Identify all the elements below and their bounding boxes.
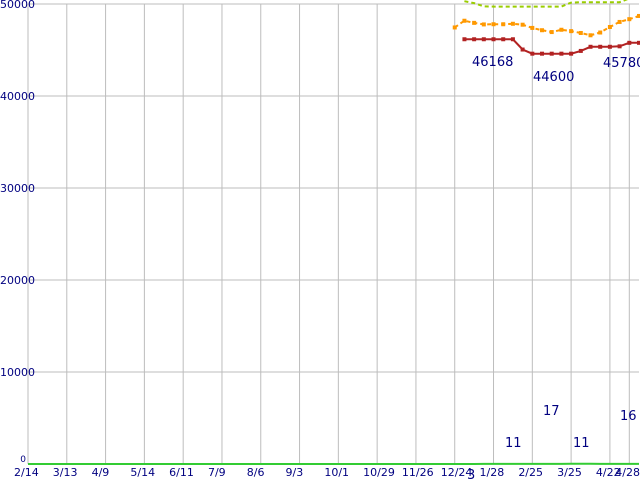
- series-marker: [627, 17, 631, 21]
- series-marker: [492, 22, 496, 26]
- series-marker: [521, 48, 525, 52]
- x-tick-label: 9/3: [286, 466, 304, 479]
- series-dark-red-actual: [462, 37, 640, 55]
- series-marker: [569, 29, 573, 33]
- x-tick-label: 10/29: [363, 466, 395, 479]
- series-marker: [511, 37, 515, 41]
- series-marker: [501, 37, 505, 41]
- series-marker: [462, 19, 466, 23]
- series-marker: [559, 52, 563, 56]
- series-marker: [589, 33, 593, 37]
- y-tick-label: 50000: [0, 0, 26, 11]
- series-marker: [472, 37, 476, 41]
- series-marker: [540, 52, 544, 56]
- series-marker: [472, 21, 476, 25]
- series-marker: [453, 25, 457, 29]
- x-tick-label: 4/9: [92, 466, 110, 479]
- data-point-label: 17: [543, 404, 560, 419]
- series-marker: [511, 22, 515, 26]
- x-tick-label: 10/1: [324, 466, 349, 479]
- series-marker: [569, 52, 573, 56]
- y-tick-label: 40000: [0, 90, 26, 103]
- y-tick-label: 10000: [0, 366, 26, 379]
- data-point-label: 44600: [533, 70, 574, 85]
- x-tick-label: 7/9: [208, 466, 226, 479]
- series-orange-forecast: [453, 14, 640, 37]
- series-marker: [530, 52, 534, 56]
- series-marker: [550, 30, 554, 34]
- y-tick-label: 0: [0, 455, 26, 465]
- x-tick-label: 8/6: [247, 466, 265, 479]
- series-marker: [482, 37, 486, 41]
- series-line: [464, 39, 639, 53]
- series-line: [464, 0, 639, 7]
- series-marker: [530, 26, 534, 30]
- series-marker: [540, 28, 544, 32]
- data-point-label: 45780: [603, 56, 640, 71]
- series-marker: [598, 31, 602, 35]
- data-point-label: 3: [467, 468, 475, 483]
- series-marker: [501, 22, 505, 26]
- data-point-label: 46168: [472, 55, 513, 70]
- series-marker: [618, 44, 622, 48]
- x-tick-label: 4/28: [615, 466, 640, 479]
- series-marker: [482, 22, 486, 26]
- data-point-label: 11: [505, 436, 522, 451]
- x-tick-label: 1/28: [480, 466, 505, 479]
- x-tick-label: 2/14: [14, 466, 39, 479]
- x-tick-label: 2/25: [518, 466, 543, 479]
- series-marker: [598, 45, 602, 49]
- series-marker: [627, 41, 631, 45]
- series-marker: [550, 52, 554, 56]
- series-marker: [521, 23, 525, 27]
- x-tick-label: 3/13: [53, 466, 78, 479]
- data-point-label: 11: [573, 436, 590, 451]
- series-olive-upper-band: [464, 0, 639, 7]
- y-tick-label: 30000: [0, 182, 26, 195]
- series-marker: [608, 25, 612, 29]
- x-tick-label: 6/11: [169, 466, 194, 479]
- y-tick-label: 20000: [0, 274, 26, 287]
- data-point-label: 16: [620, 409, 637, 424]
- series-marker: [579, 49, 583, 53]
- x-tick-label: 5/14: [130, 466, 155, 479]
- series-marker: [579, 31, 583, 35]
- series-marker: [559, 28, 563, 32]
- series-marker: [618, 20, 622, 24]
- series-marker: [608, 45, 612, 49]
- series-marker: [492, 37, 496, 41]
- series-marker: [589, 45, 593, 49]
- series-marker: [462, 37, 466, 41]
- x-tick-label: 11/26: [402, 466, 434, 479]
- x-tick-label: 3/25: [557, 466, 582, 479]
